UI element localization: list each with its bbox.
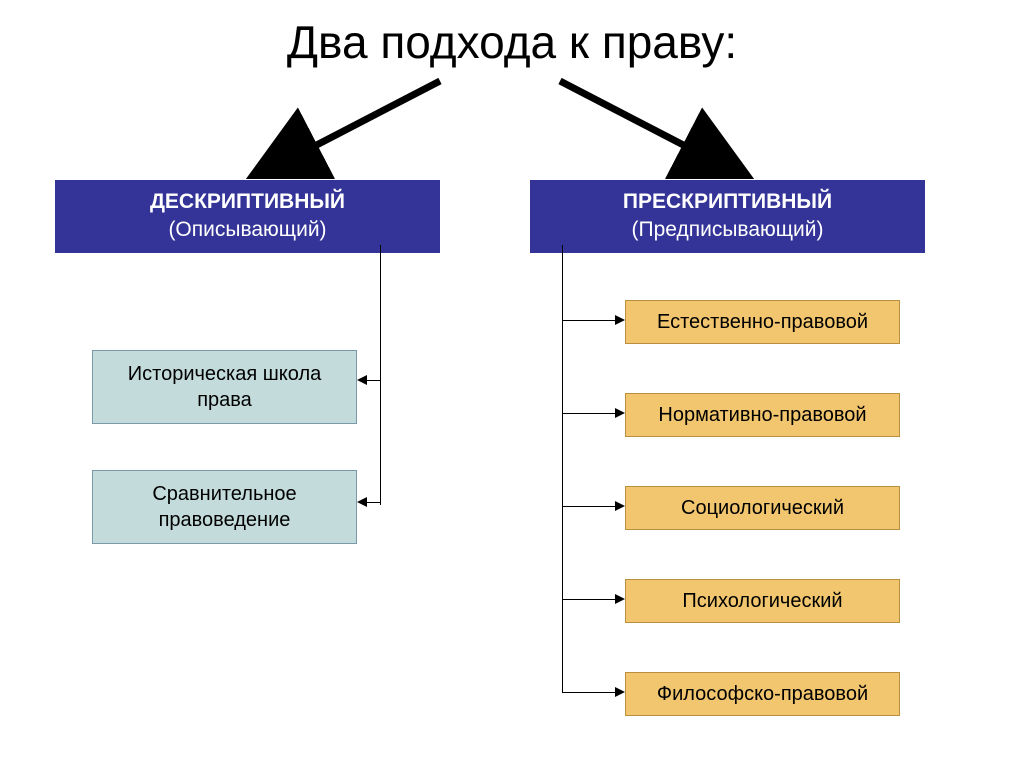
right-arrow-1 (615, 408, 625, 418)
left-approach-header: ДЕСКРИПТИВНЫЙ (Описывающий) (55, 180, 440, 253)
top-arrows (0, 69, 1024, 179)
left-vertical-connector (380, 245, 381, 505)
left-item-0: Историческая школа права (92, 350, 357, 424)
right-item-1: Нормативно-правовой (625, 393, 900, 437)
right-item-3: Психологический (625, 579, 900, 623)
right-arrow-2 (615, 501, 625, 511)
right-hline-2 (562, 506, 617, 507)
left-header-main: ДЕСКРИПТИВНЫЙ (65, 188, 430, 216)
diagram-title: Два подхода к праву: (0, 0, 1024, 69)
right-hline-3 (562, 599, 617, 600)
right-hline-0 (562, 320, 617, 321)
right-item-0: Естественно-правовой (625, 300, 900, 344)
left-arrow-0 (357, 375, 367, 385)
left-hline-0 (365, 380, 380, 381)
left-header-sub: (Описывающий) (65, 216, 430, 244)
right-hline-4 (562, 692, 617, 693)
right-item-4: Философско-правовой (625, 672, 900, 716)
right-arrow-0 (615, 315, 625, 325)
right-header-sub: (Предписывающий) (540, 216, 915, 244)
right-item-2: Социологический (625, 486, 900, 530)
left-arrow-1 (357, 497, 367, 507)
right-arrow-3 (615, 594, 625, 604)
right-hline-1 (562, 413, 617, 414)
left-hline-1 (365, 502, 380, 503)
right-approach-header: ПРЕСКРИПТИВНЫЙ (Предписывающий) (530, 180, 925, 253)
right-header-main: ПРЕСКРИПТИВНЫЙ (540, 188, 915, 216)
right-arrow-4 (615, 687, 625, 697)
left-item-1: Сравнительное правоведение (92, 470, 357, 544)
right-vertical-connector (562, 245, 563, 692)
